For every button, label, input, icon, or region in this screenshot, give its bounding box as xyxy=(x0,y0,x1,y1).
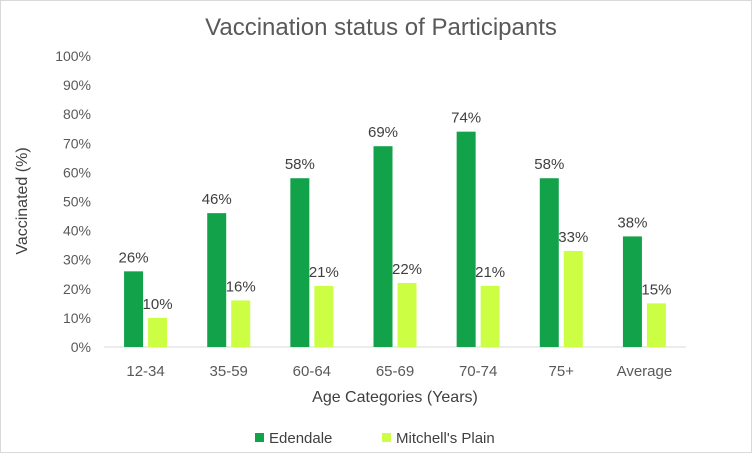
y-tick-label: 0% xyxy=(71,339,91,355)
x-tick-label: 65-69 xyxy=(376,363,414,380)
y-tick-label: 10% xyxy=(63,310,91,326)
data-label: 21% xyxy=(309,264,339,281)
chart-title: Vaccination status of Participants xyxy=(205,14,557,41)
x-tick-label: 70-74 xyxy=(459,363,497,380)
bar-mitchells-plain-75+ xyxy=(563,250,583,347)
bar-edendale-12-34 xyxy=(124,271,144,347)
y-axis-label: Vaccinated (%) xyxy=(14,147,31,254)
bar-edendale-75+ xyxy=(539,178,559,347)
bar-edendale-35-59 xyxy=(207,213,227,347)
y-tick-label: 80% xyxy=(63,106,91,122)
y-tick-label: 20% xyxy=(63,281,91,297)
bars: 26% 10% 46% 16% 58% 21% 69% 22% 74% 21% 58% 33% 38% 1… xyxy=(119,110,671,347)
y-tick-label: 90% xyxy=(63,77,91,93)
x-tick-label: 60-64 xyxy=(293,363,331,380)
x-tick-label: Average xyxy=(617,363,673,380)
bar-mitchells-plain-Average xyxy=(646,303,666,347)
bar-mitchells-plain-12-34 xyxy=(148,317,168,347)
data-label: 22% xyxy=(392,261,422,278)
legend-label: Mitchell's Plain xyxy=(396,430,495,447)
data-label: 58% xyxy=(285,156,315,173)
bar-edendale-Average xyxy=(622,236,642,347)
x-axis-ticks: 12-34 35-59 60-64 65-69 70-74 75+ Average xyxy=(126,363,672,380)
bar-mitchells-plain-65-69 xyxy=(397,282,417,347)
bar-mitchells-plain-70-74 xyxy=(480,285,500,347)
bar-mitchells-plain-60-64 xyxy=(314,285,334,347)
y-tick-label: 100% xyxy=(55,48,91,64)
legend-swatch xyxy=(255,433,264,442)
y-tick-label: 30% xyxy=(63,252,91,268)
data-label: 16% xyxy=(226,278,256,295)
data-label: 58% xyxy=(534,156,564,173)
data-label: 69% xyxy=(368,124,398,141)
data-label: 15% xyxy=(641,281,671,298)
legend-swatch xyxy=(382,433,391,442)
data-label: 38% xyxy=(617,214,647,231)
data-label: 33% xyxy=(558,229,588,246)
y-tick-label: 70% xyxy=(63,135,91,151)
bar-mitchells-plain-35-59 xyxy=(231,300,251,347)
data-label: 21% xyxy=(475,264,505,281)
x-tick-label: 35-59 xyxy=(210,363,248,380)
data-label: 46% xyxy=(202,191,232,208)
x-axis-label: Age Categories (Years) xyxy=(312,389,478,406)
x-tick-label: 75+ xyxy=(549,363,575,380)
legend: Edendale Mitchell's Plain xyxy=(255,430,495,447)
y-tick-label: 60% xyxy=(63,164,91,180)
data-label: 10% xyxy=(143,296,173,313)
y-tick-label: 40% xyxy=(63,223,91,239)
y-axis-ticks: 0% 10% 20% 30% 40% 50% 60% 70% 80% 90% 100% xyxy=(55,48,91,355)
bar-edendale-60-64 xyxy=(290,178,310,347)
y-tick-label: 50% xyxy=(63,194,91,210)
bar-edendale-70-74 xyxy=(456,131,476,347)
data-label: 74% xyxy=(451,110,481,127)
bar-edendale-65-69 xyxy=(373,146,393,347)
legend-label: Edendale xyxy=(269,430,332,447)
x-tick-label: 12-34 xyxy=(126,363,164,380)
data-label: 26% xyxy=(119,249,149,266)
